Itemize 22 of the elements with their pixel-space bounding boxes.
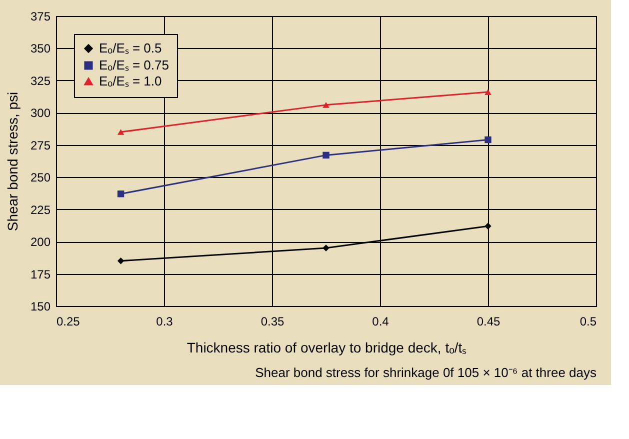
y-axis-title: Shear bond stress, psi [4, 92, 20, 232]
x-axis-title: Thickness ratio of overlay to bridge deck, tₒ/tₛ [186, 340, 466, 356]
y-tick-label: 375 [30, 10, 51, 24]
x-tick-label: 0.4 [372, 314, 390, 328]
y-tick-label: 350 [30, 42, 51, 56]
x-tick-label: 0.45 [476, 314, 500, 328]
legend-label: Eₒ/Eₛ = 0.5 [99, 40, 162, 56]
y-tick-label: 250 [30, 170, 51, 185]
y-tick-label: 300 [30, 106, 51, 120]
x-tick-label: 0.5 [580, 314, 597, 328]
x-tick-label: 0.3 [156, 314, 174, 328]
text: Shear bond stress for shrinkage 0f 105 × 10⁻⁶ at three days [255, 365, 597, 380]
y-tick-label: 150 [30, 300, 51, 314]
x-tick-label: 0.25 [56, 314, 80, 328]
y-tick-label: 275 [30, 138, 51, 152]
legend-label: Eₒ/Eₛ = 1.0 [99, 74, 162, 88]
y-tick-label: 325 [30, 74, 51, 88]
y-tick-label: 225 [30, 202, 51, 217]
x-tick-label: 0.35 [260, 314, 284, 328]
y-tick-label: 200 [30, 235, 51, 250]
y-tick-label: 175 [30, 267, 51, 282]
legend-label: Eₒ/Eₛ = 0.75 [99, 58, 169, 72]
